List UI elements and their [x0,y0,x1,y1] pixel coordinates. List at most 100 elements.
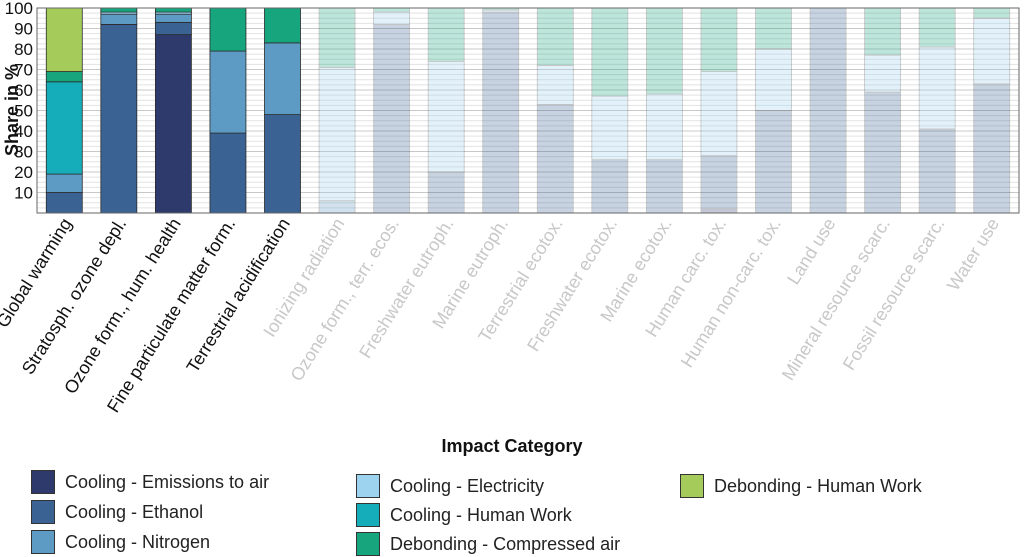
bar-segment [209,50,247,134]
x-tick-label: Freshwater eutroph. [355,215,457,362]
bar-segment [536,7,574,66]
x-tick-label: Fossil resource scarc. [839,215,949,374]
bar-stack [864,7,902,214]
bar-segment [45,173,83,193]
bar-segment [100,13,138,25]
bar-segment [264,7,301,44]
bar-segment [918,7,956,48]
bar-segment [918,46,956,130]
bar-stack [973,7,1011,214]
x-tick-label: Ozone form., terr. ecos. [286,215,403,385]
bar-segment [154,34,192,214]
bar-stack [100,7,138,214]
x-tick-label: Mineral resource scarc. [778,215,894,384]
bar-segment [973,7,1011,19]
bar-stack [482,7,520,214]
y-tick-label: 50 [14,102,33,121]
bar-segment [700,71,738,157]
bar-segment [973,83,1011,214]
bar-stack [591,7,629,214]
bar-stack [427,7,465,214]
bar-segment [100,23,138,214]
x-axis-label: Impact Category [441,436,582,456]
bar-segment [809,7,847,214]
bar-segment [645,7,683,95]
bar-stack [809,7,847,214]
bar-segment [700,208,738,214]
bar-stack [536,7,574,214]
bar-segment [45,81,83,175]
y-tick-label: 70 [14,61,33,80]
bar-segment [755,7,792,50]
bar-segment [373,11,411,25]
bar-segment [45,192,83,214]
bar-segment [154,21,192,36]
bar-segment [318,7,356,68]
x-tick-label: Land use [783,215,839,288]
bar-segment [700,7,738,72]
bar-segment [591,95,629,161]
bar-stack [373,7,411,214]
bar-segment [864,54,902,93]
y-tick-label: 10 [14,184,33,203]
y-axis-label: Share in % [2,64,22,156]
y-tick-label: 20 [14,163,33,182]
bar-stack [154,7,192,214]
bar-segment [209,132,247,214]
bar-segment [45,71,83,83]
x-tick-label: Human non-carc. tox. [677,215,785,372]
bar-segment [427,171,465,214]
bar-segment [700,155,738,210]
bar-segment [482,11,520,214]
x-tick-label: Stratosph. ozone depl. [18,215,130,378]
bar-segment [264,114,301,214]
gridlines [37,12,1019,209]
bar-segment [209,7,247,52]
x-tick-label: Terrestrial acidification [183,215,294,377]
bar-segment [591,159,629,214]
bar-stack [318,7,356,214]
bar-stack [918,7,956,214]
bar-segment [536,65,574,105]
bar-segment [536,103,574,214]
bar-segment [427,7,465,62]
y-tick-label: 90 [14,20,33,39]
bar-segment [154,7,192,13]
bar-segment [645,159,683,214]
bar-segment [427,60,465,173]
bar-segment [318,67,356,202]
y-tick-label: 100 [5,0,33,18]
bar-segment [755,110,792,214]
plot-frame [36,7,1020,214]
bar-segment [318,200,356,214]
bar-segment [864,91,902,214]
bar-stack [645,7,683,214]
bar-segment [973,17,1011,85]
bar-segment [591,7,629,97]
bar-segment [100,7,138,13]
bar-segment [482,9,520,13]
bars [45,7,1011,214]
bar-segment [918,128,956,214]
bar-segment [264,42,301,115]
bar-stack [700,7,738,214]
bar-segment [373,7,411,13]
y-tick-label: 40 [14,122,33,141]
bar-stack [755,7,792,214]
bar-segment [45,7,83,72]
bar-segment [755,48,792,111]
bar-segment [645,93,683,161]
bar-stack [45,7,83,214]
y-tick-label: 80 [14,40,33,59]
bar-stack [209,7,247,214]
y-tick-label: 30 [14,143,33,162]
bar-segment [154,13,192,23]
y-tick-label: 60 [14,81,33,100]
x-tick-label: Water use [943,215,1003,295]
bar-stack [264,7,301,214]
bar-segment [373,23,411,214]
bar-segment [864,7,902,56]
